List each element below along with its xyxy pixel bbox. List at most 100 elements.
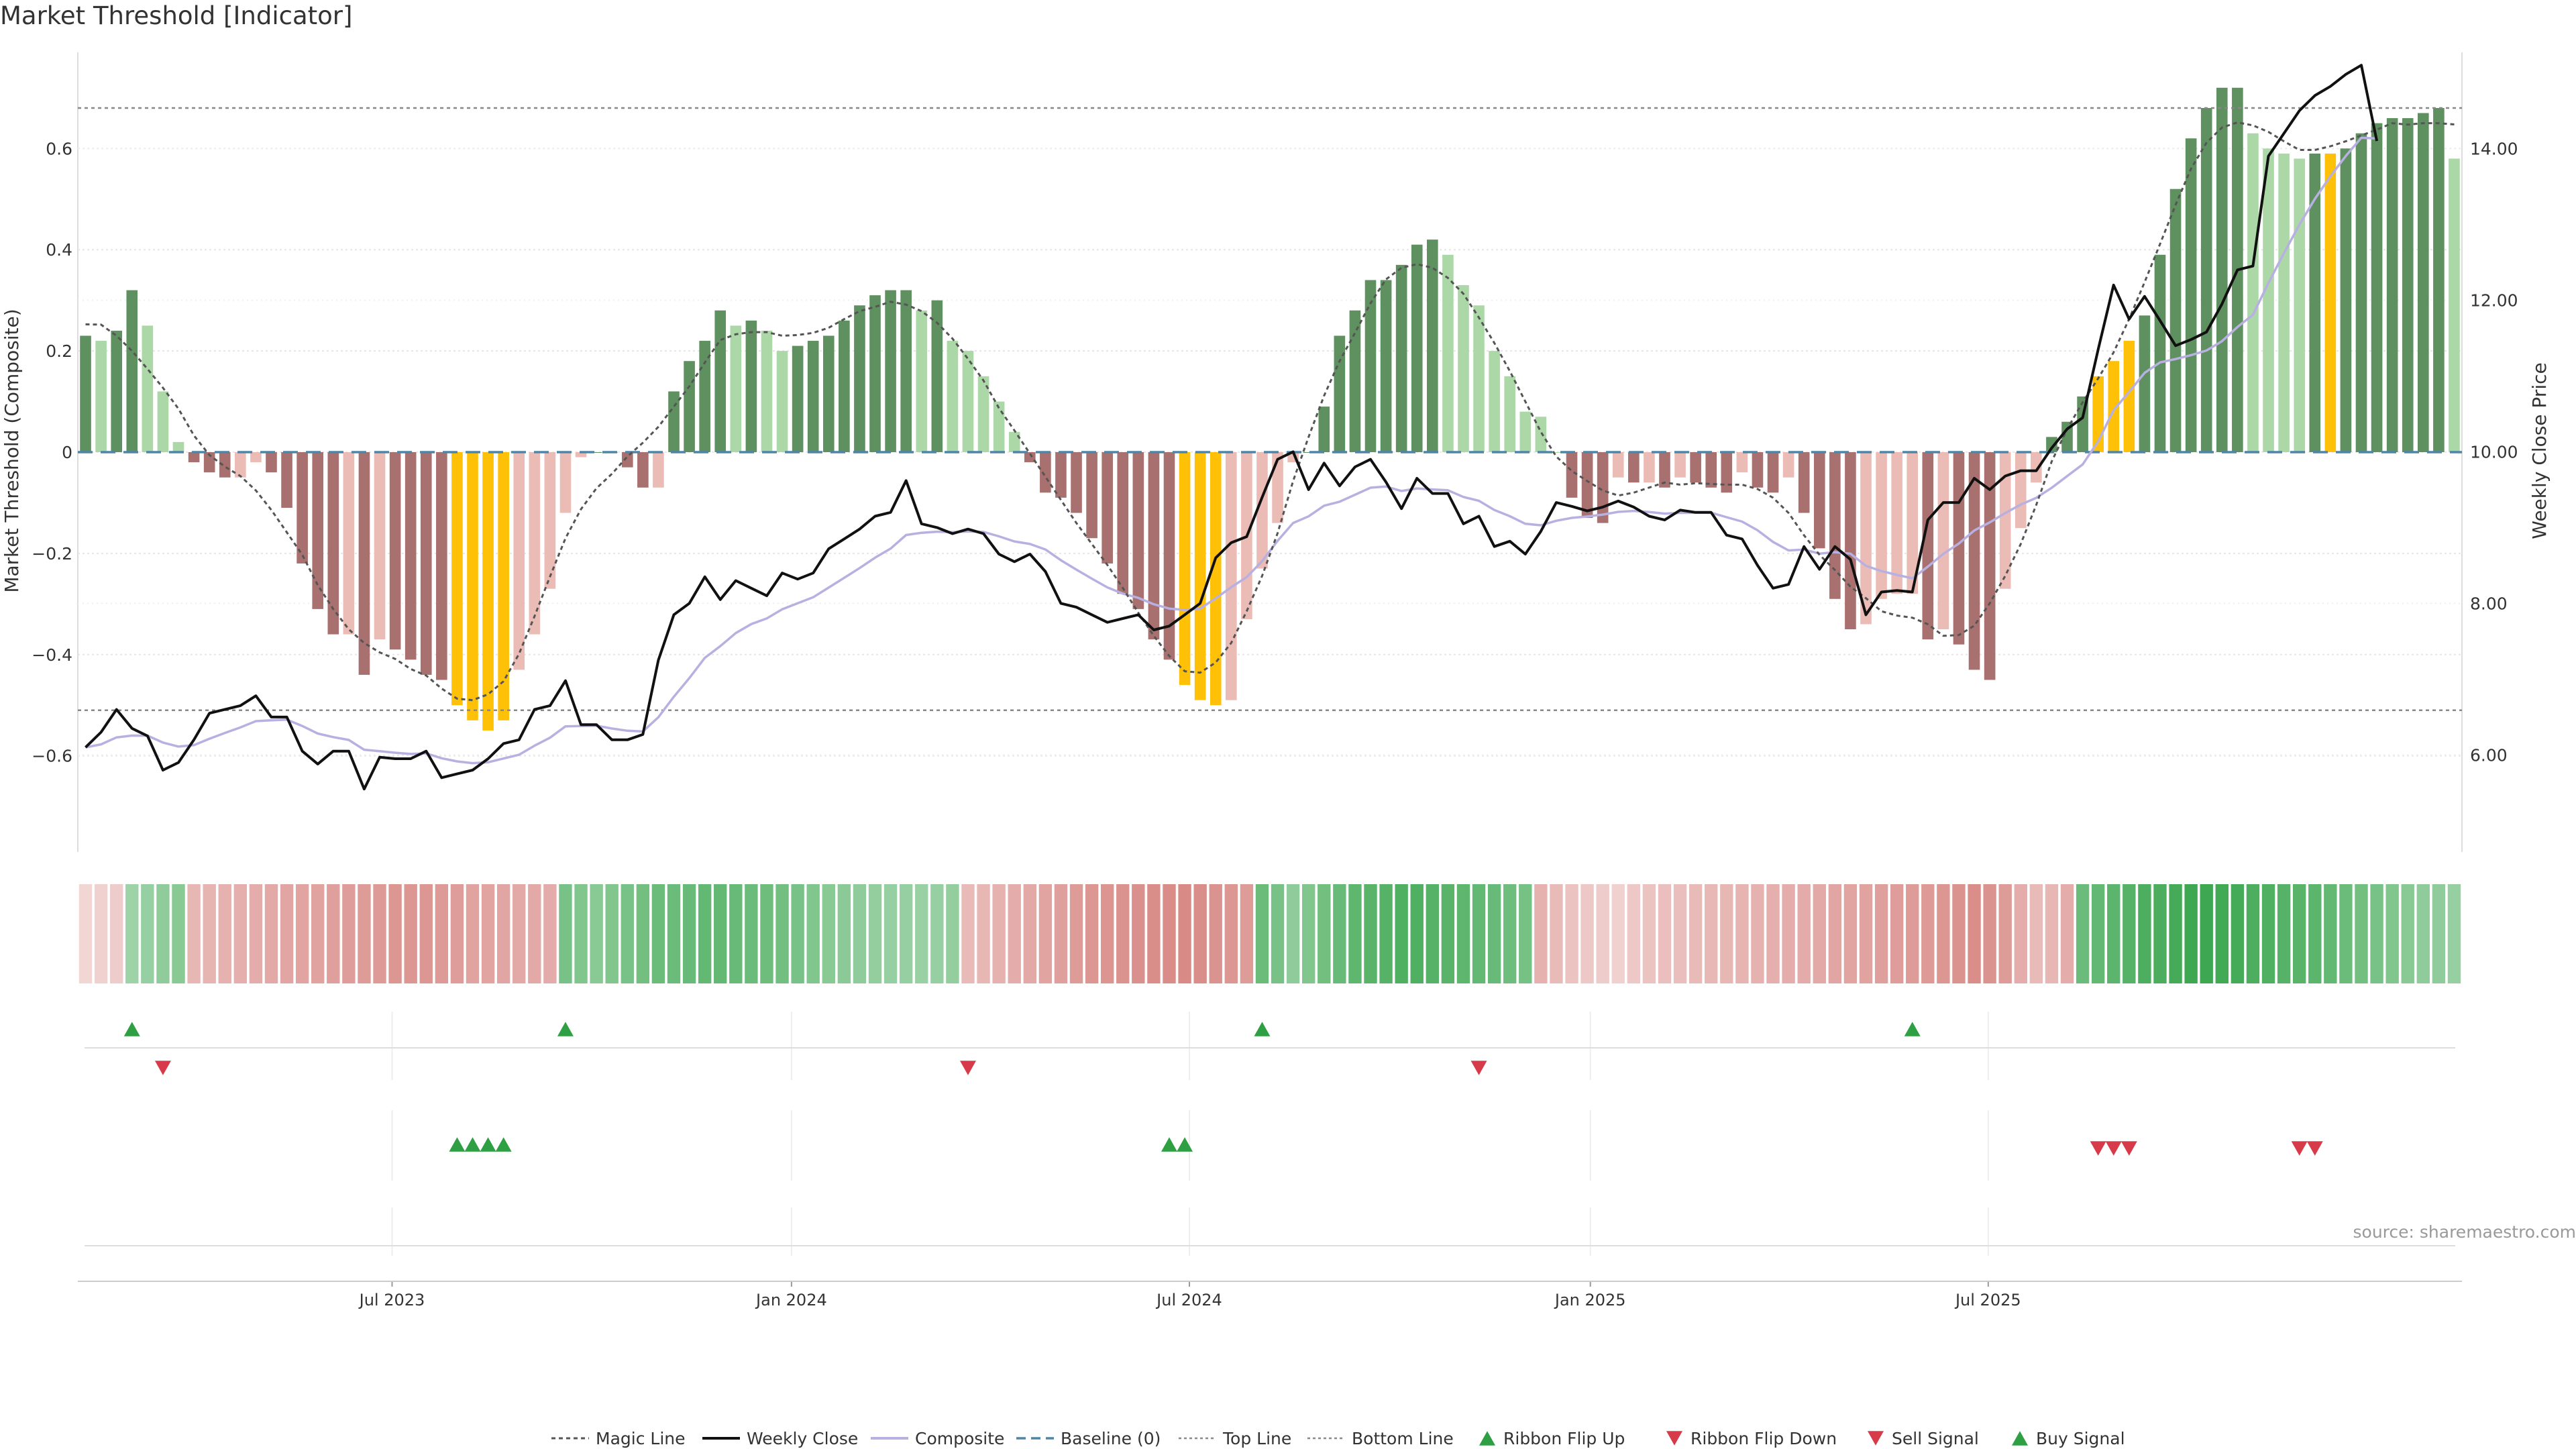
- composite-bar: [1845, 452, 1856, 630]
- ribbon-cell: [1224, 884, 1238, 983]
- composite-bar: [111, 330, 123, 452]
- composite-bar: [250, 452, 262, 463]
- legend: Magic Line Weekly Close Composite Baseline …: [551, 1429, 2125, 1448]
- composite-bar: [420, 452, 432, 675]
- sell-signal-marker: [2291, 1141, 2308, 1156]
- legend-item-bottom: Bottom Line: [1307, 1429, 1454, 1448]
- composite-bar: [2278, 153, 2290, 452]
- ribbon-flip-up-marker: [123, 1022, 140, 1036]
- composite-bar: [1659, 452, 1670, 488]
- legend-item-flip_up: Ribbon Flip Up: [1479, 1429, 1625, 1448]
- y-tick-label-left: 0.6: [46, 139, 72, 158]
- signal-markers: [78, 1012, 2462, 1282]
- legend-item-close: Weekly Close: [702, 1429, 858, 1448]
- composite-bar: [1984, 452, 1996, 680]
- composite-bar: [2340, 148, 2352, 452]
- composite-bar: [1458, 285, 1469, 452]
- ribbon-cell: [1550, 884, 1563, 983]
- legend-swatch-sell: [1868, 1431, 1884, 1446]
- ribbon-cell: [2339, 884, 2353, 983]
- composite-bar: [962, 351, 974, 452]
- ribbon-cell: [1426, 884, 1440, 983]
- legend-label-composite: Composite: [915, 1429, 1004, 1448]
- y-tick-label-left: −0.4: [32, 645, 72, 665]
- y-tick-label-right: 10.00: [2470, 442, 2518, 462]
- composite-bar: [297, 452, 308, 564]
- y-tick-label-left: −0.6: [32, 747, 72, 766]
- composite-bar: [1473, 305, 1485, 452]
- legend-swatch-buy: [2012, 1431, 2028, 1446]
- buy-signal-marker: [495, 1137, 512, 1152]
- composite-bar: [822, 335, 835, 452]
- ribbon-cell: [1519, 884, 1532, 983]
- ribbon-cell: [1178, 884, 1191, 983]
- legend-label-sell: Sell Signal: [1892, 1429, 1979, 1448]
- composite-bar: [544, 452, 556, 589]
- ribbon-cell: [2169, 884, 2182, 983]
- ribbon-cell: [651, 884, 665, 983]
- composite-bar: [2123, 341, 2135, 452]
- composite-bar: [869, 295, 881, 452]
- composite-bar: [1535, 417, 1547, 452]
- composite-bar: [1364, 280, 1377, 452]
- ribbon-cell: [698, 884, 712, 983]
- composite-bar: [1550, 452, 1562, 453]
- composite-bar: [1395, 264, 1407, 452]
- ribbon-cell: [1998, 884, 2012, 983]
- composite-bar: [885, 290, 896, 452]
- ribbon-cell: [2355, 884, 2368, 983]
- ribbon-cell: [2231, 884, 2245, 983]
- ribbon-cell: [1302, 884, 1316, 983]
- composite-bar: [2061, 421, 2073, 452]
- legend-swatch-flip_down: [1666, 1431, 1682, 1446]
- ribbon-cell: [342, 884, 356, 983]
- ribbon-band: [78, 884, 2461, 983]
- legend-item-baseline: Baseline (0): [1016, 1429, 1161, 1448]
- composite-bar: [157, 391, 169, 452]
- legend-item-flip_down: Ribbon Flip Down: [1666, 1429, 1837, 1448]
- composite-bar: [482, 452, 494, 731]
- ribbon-cell: [2246, 884, 2260, 983]
- y-tick-label-left: −0.2: [32, 544, 72, 564]
- composite-bar: [2200, 107, 2212, 453]
- composite-bar: [1674, 452, 1686, 478]
- y-tick-label-right: 6.00: [2470, 745, 2508, 765]
- composite-bar: [1102, 452, 1113, 564]
- composite-bar: [1628, 452, 1640, 483]
- ribbon-cell: [2029, 884, 2043, 983]
- ribbon-cell: [450, 884, 464, 983]
- composite-bar: [513, 452, 525, 670]
- ribbon-cell: [419, 884, 433, 983]
- ribbon-cell: [2324, 884, 2337, 983]
- ribbon-cell: [775, 884, 789, 983]
- ribbon-cell: [1364, 884, 1377, 983]
- ribbon-cell: [187, 884, 201, 983]
- ribbon-cell: [899, 884, 913, 983]
- composite-bar: [761, 330, 773, 452]
- ribbon-cell: [2292, 884, 2306, 983]
- composite-bar: [266, 452, 277, 473]
- ribbon-cell: [1782, 884, 1795, 983]
- composite-bar: [2309, 153, 2321, 452]
- ribbon-cell: [1271, 884, 1285, 983]
- legend-item-magic: Magic Line: [551, 1429, 686, 1448]
- ribbon-cell: [822, 884, 835, 983]
- ribbon-cell: [2416, 884, 2430, 983]
- ribbon-cell: [110, 884, 123, 983]
- ribbon-cell: [78, 884, 93, 983]
- composite-bar: [358, 452, 370, 675]
- buy-signal-marker: [1161, 1137, 1177, 1152]
- composite-bar: [2324, 153, 2337, 452]
- ribbon-cell: [1054, 884, 1068, 983]
- ribbon-flip-up-marker: [1904, 1022, 1921, 1036]
- ribbon-cell: [2138, 884, 2151, 983]
- composite-bar: [451, 452, 463, 706]
- ribbon-cell: [1859, 884, 1873, 983]
- ribbon-cell: [1658, 884, 1672, 983]
- composite-bar: [203, 452, 215, 473]
- x-tick-label: Jul 2024: [1155, 1291, 1222, 1309]
- composite-bar: [776, 351, 788, 452]
- ribbon-cell: [636, 884, 650, 983]
- ribbon-cell: [1720, 884, 1733, 983]
